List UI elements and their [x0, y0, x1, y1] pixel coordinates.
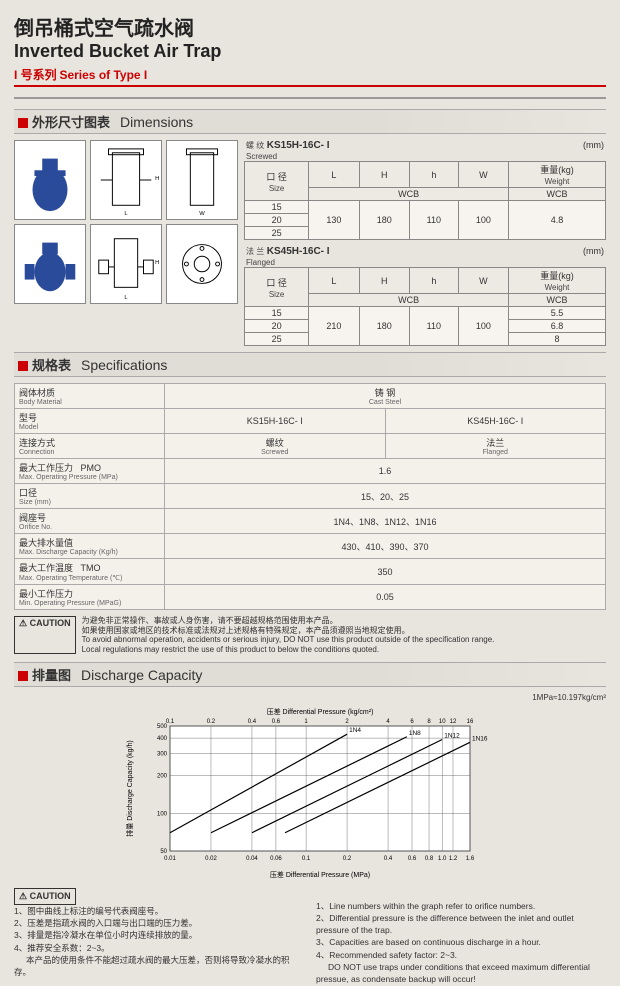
dimensions-content: LH W LH 螺 纹 KS15H-16C- IScrewed (mm)	[14, 140, 606, 346]
divider	[14, 97, 606, 99]
sec-dc-en: Discharge Capacity	[81, 667, 202, 683]
svg-text:1.0: 1.0	[438, 856, 447, 862]
notes: ⚠ CAUTION 1、图中曲线上标注的编号代表阀座号。 2、压差是指疏水阀的入…	[14, 888, 606, 986]
svg-text:1N12: 1N12	[444, 733, 460, 740]
svg-text:1N8: 1N8	[409, 730, 421, 737]
svg-text:0.4: 0.4	[384, 856, 393, 862]
svg-text:W: W	[199, 211, 205, 217]
svg-text:0.04: 0.04	[246, 856, 258, 862]
dim-table-flanged: 法 兰 KS45H-16C- IFlanged (mm) 口 径Size L H…	[244, 246, 606, 346]
svg-text:压差 Differential Pressure (MPa): 压差 Differential Pressure (MPa)	[270, 870, 370, 879]
svg-text:6: 6	[410, 719, 414, 725]
svg-text:压差 Differential Pressure (kg/c: 压差 Differential Pressure (kg/cm²)	[267, 707, 374, 716]
section-discharge: 排量图 Discharge Capacity	[14, 662, 606, 687]
product-photo-flanged	[14, 224, 86, 304]
svg-text:0.6: 0.6	[272, 719, 281, 725]
svg-text:0.1: 0.1	[166, 719, 175, 725]
section-dimensions: 外形尺寸图表 Dimensions	[14, 109, 606, 134]
svg-text:50: 50	[160, 849, 167, 855]
caution-icon: ⚠ CAUTION	[14, 616, 76, 654]
subtitle: I 号系列 Series of Type I	[14, 66, 606, 87]
unit-conversion: 1MPa≈10.197kg/cm²	[14, 693, 606, 702]
sec-dim-cn: 外形尺寸图表	[32, 115, 110, 130]
subtitle-cn: I 号系列	[14, 68, 57, 82]
title-en: Inverted Bucket Air Trap	[14, 41, 606, 62]
section-specifications: 规格表 Specifications	[14, 352, 606, 377]
svg-text:16: 16	[467, 719, 474, 725]
svg-text:H: H	[155, 176, 159, 182]
svg-text:1.6: 1.6	[466, 856, 475, 862]
svg-text:0.2: 0.2	[207, 719, 216, 725]
dim-table-screwed: 螺 纹 KS15H-16C- IScrewed (mm) 口 径Size L H…	[244, 140, 606, 240]
svg-text:0.1: 0.1	[302, 856, 311, 862]
discharge-chart: 1MPa≈10.197kg/cm² 0.010.10.020.20.040.40…	[14, 693, 606, 882]
sec-dc-cn: 排量图	[32, 668, 71, 683]
drawing-screwed-side: W	[166, 140, 238, 220]
sec-spec-cn: 规格表	[32, 358, 71, 373]
svg-text:8: 8	[427, 719, 431, 725]
svg-text:0.2: 0.2	[343, 856, 352, 862]
svg-text:200: 200	[157, 774, 168, 780]
spec-table: 阀体材质Body Material铸 钢Cast Steel 型号ModelKS…	[14, 383, 606, 610]
title-cn: 倒吊桶式空气疏水阀	[14, 12, 606, 41]
subtitle-en: Series of Type I	[59, 68, 147, 82]
svg-text:500: 500	[157, 724, 168, 730]
svg-text:0.6: 0.6	[408, 856, 417, 862]
svg-text:4: 4	[386, 719, 390, 725]
caution-icon: ⚠ CAUTION	[14, 888, 76, 904]
sec-dim-en: Dimensions	[120, 114, 193, 130]
svg-text:10: 10	[439, 719, 446, 725]
svg-text:H: H	[155, 260, 159, 266]
svg-text:L: L	[124, 295, 128, 301]
chart-svg: 0.01 0.1 0.02 0.2 0.04 0.4 0.06 0.6 0.1 1 0.2 2 0.4 4…	[120, 704, 500, 879]
svg-text:12: 12	[450, 719, 457, 725]
svg-text:1N4: 1N4	[349, 728, 361, 735]
svg-text:L: L	[124, 211, 128, 217]
svg-text:100: 100	[157, 812, 168, 818]
svg-text:0.02: 0.02	[205, 856, 217, 862]
svg-text:0.8: 0.8	[425, 856, 434, 862]
svg-text:1N16: 1N16	[472, 736, 488, 743]
svg-text:0.06: 0.06	[270, 856, 282, 862]
dimension-drawings: LH W LH	[14, 140, 238, 346]
drawing-screwed-front: LH	[90, 140, 162, 220]
drawing-flanged-side	[166, 224, 238, 304]
caution-spec: ⚠ CAUTION 为避免非正常操作、事故或人身伤害，请不要超越规格范围使用本产…	[14, 616, 606, 654]
sec-spec-en: Specifications	[81, 357, 167, 373]
svg-text:1: 1	[304, 719, 308, 725]
svg-text:0.01: 0.01	[164, 856, 176, 862]
drawing-flanged-front: LH	[90, 224, 162, 304]
svg-text:300: 300	[157, 752, 168, 758]
svg-text:0.4: 0.4	[248, 719, 257, 725]
product-photo-screwed	[14, 140, 86, 220]
svg-text:排量 Discharge Capacity (kg/h): 排量 Discharge Capacity (kg/h)	[125, 741, 134, 837]
page-title: 倒吊桶式空气疏水阀 Inverted Bucket Air Trap	[14, 12, 606, 62]
svg-text:400: 400	[157, 736, 168, 742]
svg-text:2: 2	[345, 719, 349, 725]
svg-text:1.2: 1.2	[449, 856, 458, 862]
